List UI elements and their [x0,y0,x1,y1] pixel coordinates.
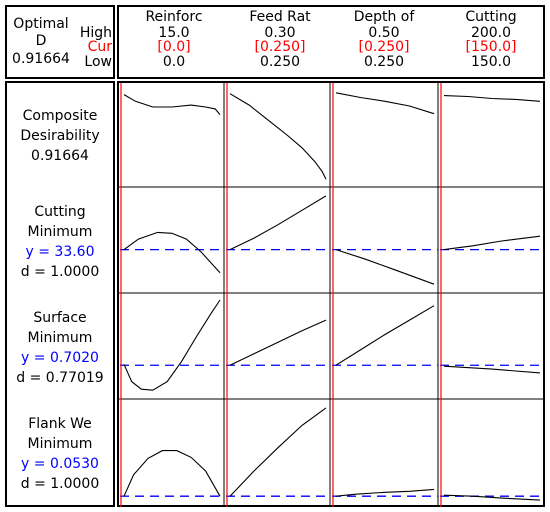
factor-current: [150.0] [465,39,516,55]
panel-marks [120,83,544,507]
response-curve [123,94,221,115]
response-curve [229,195,327,251]
factor-current: [0.0] [157,39,190,55]
factor-low: 0.250 [260,54,300,70]
factor-current: [0.250] [358,39,409,55]
panel-grid-box [117,81,545,507]
factor-low: 0.250 [364,54,404,70]
response-curve [443,494,541,501]
row-label-line: Composite [23,108,98,124]
response-y-value: y = 0.7020 [21,350,99,366]
high-label: High [80,25,112,41]
factor-high: 0.30 [264,25,295,41]
row-label-line: Surface [33,310,86,326]
response-d-value: d = 1.0000 [21,264,100,280]
response-curve [335,305,435,366]
response-curve [335,488,435,497]
row-label-line: Cutting [34,204,85,220]
response-curve [229,407,327,497]
factor-low: 0.0 [163,54,185,70]
cur-label: Cur [88,39,113,55]
factor-low: 150.0 [471,54,511,70]
factor-high: 200.0 [471,25,511,41]
response-curve [123,231,221,274]
d-value: 0.91664 [12,51,70,67]
response-y-value: y = 0.0530 [21,456,99,472]
optimal-label: Optimal [13,16,68,32]
response-curve [335,249,435,285]
response-d-value: d = 0.77019 [16,370,103,386]
response-curve [123,450,221,497]
row-label-line: Minimum [28,224,93,240]
factor-header-box [117,5,545,79]
row-label-line: Desirability [20,128,99,144]
factor-name: Depth of [354,9,416,25]
response-d-value: d = 1.0000 [21,476,100,492]
response-label-box [5,81,115,507]
response-curve [229,319,327,366]
row-label-line: Minimum [28,330,93,346]
factor-high: 0.50 [368,25,399,41]
factor-name: Reinforc [145,9,202,25]
low-label: Low [84,54,112,70]
response-curve [443,95,541,102]
factor-current: [0.250] [254,39,305,55]
factor-high: 15.0 [158,25,189,41]
response-curve [123,299,221,391]
response-curve [335,92,435,115]
optimal-d-box [5,5,115,79]
response-curve [229,93,327,180]
response-curve [443,365,541,374]
row-label-line: 0.91664 [31,148,89,164]
row-label-line: Flank We [28,416,92,432]
response-curve [443,235,541,251]
row-label-line: Minimum [28,436,93,452]
factor-name: Feed Rat [249,9,311,25]
factor-name: Cutting [465,9,516,25]
response-y-value: y = 33.60 [26,244,95,260]
d-label: D [36,33,47,49]
